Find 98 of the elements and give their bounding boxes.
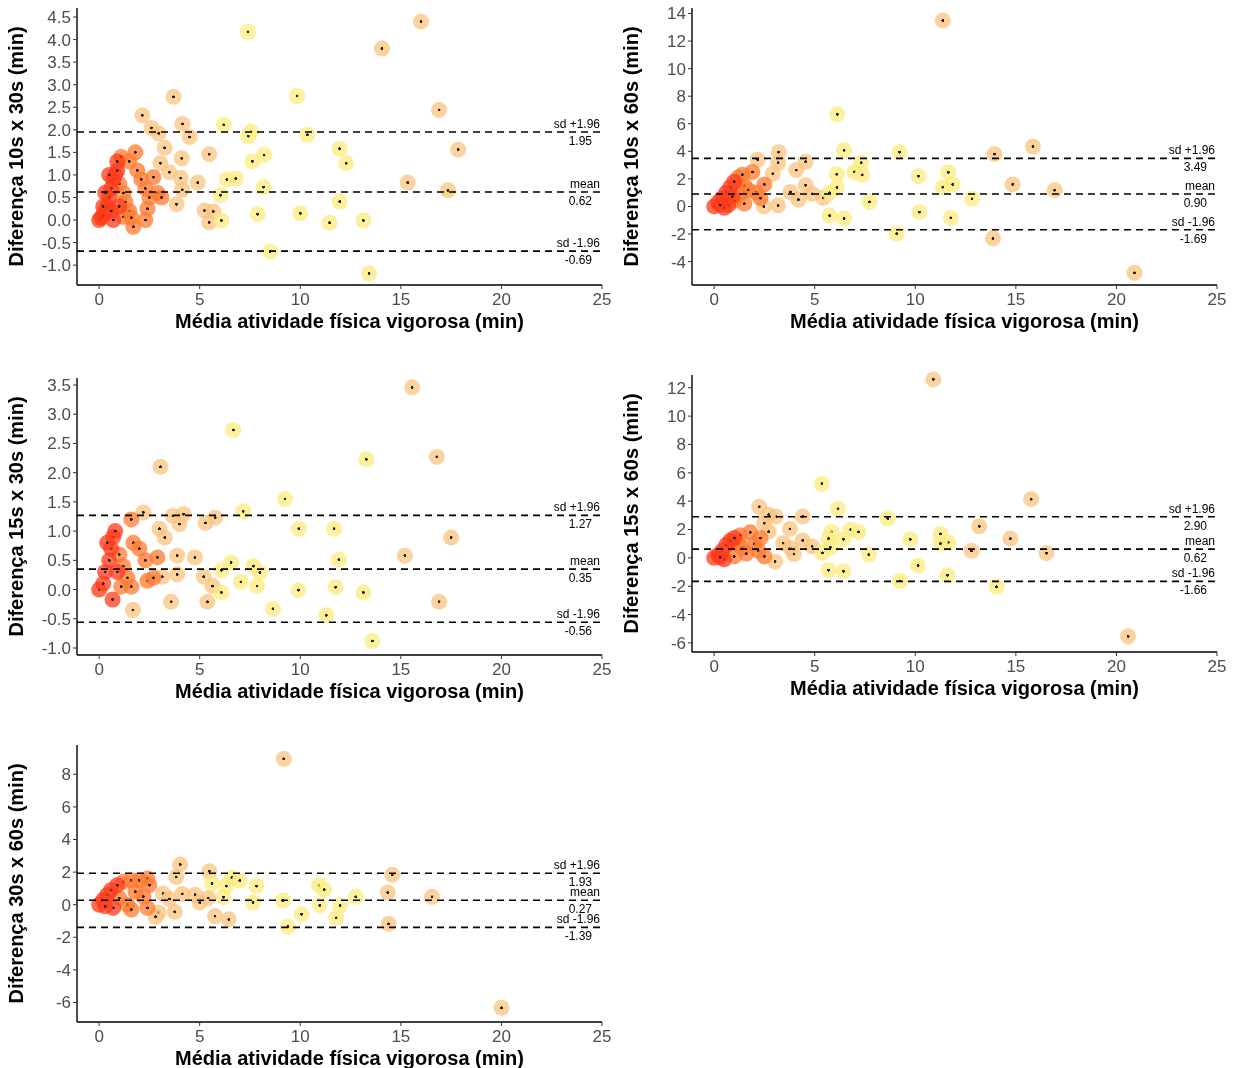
y-tick-label: 4.0 [47, 30, 71, 50]
y-tick-label: 6 [676, 114, 686, 134]
x-tick-label: 0 [94, 660, 104, 679]
y-tick-label: 8 [676, 435, 686, 455]
x-tick-label: 25 [1207, 290, 1227, 309]
x-tick-label: 20 [1106, 657, 1126, 676]
y-tick-label: -0.5 [41, 233, 71, 253]
y-tick-label: 1.5 [47, 492, 71, 512]
y-tick-label: 14 [667, 4, 686, 24]
y-tick-label: 2.0 [47, 463, 71, 483]
y-tick-label: 3.5 [47, 375, 71, 395]
x-tick-label: 20 [1106, 290, 1126, 309]
y-tick-label: 6 [676, 463, 686, 483]
x-tick-label: 5 [809, 657, 820, 676]
y-tick-label: 0.5 [47, 551, 71, 571]
x-axis-title: Média atividade física vigorosa (min) [790, 677, 1139, 699]
x-tick-label: 25 [592, 290, 612, 309]
y-tick-label: 12 [667, 32, 686, 52]
x-tick-label: 0 [709, 290, 719, 309]
y-tick-label: -4 [55, 960, 71, 980]
y-tick-label: -2 [670, 577, 686, 597]
y-tick-label: 0 [676, 548, 686, 568]
x-tick-label: 15 [391, 290, 411, 309]
x-tick-label: 10 [290, 1027, 310, 1046]
y-axis-title: Diferença 10s x 60s (min) [620, 26, 642, 267]
y-tick-label: 8 [61, 765, 71, 785]
y-tick-label: 4 [61, 830, 71, 850]
x-tick-label: 5 [194, 1027, 205, 1046]
y-tick-label: 2 [676, 169, 686, 189]
x-tick-label: 20 [491, 290, 511, 309]
x-tick-label: 5 [194, 660, 205, 679]
x-axis-title: Média atividade física vigorosa (min) [175, 310, 524, 332]
x-tick-label: 15 [1006, 290, 1026, 309]
y-tick-label: 0.5 [47, 188, 71, 208]
y-tick-label: 3.0 [47, 75, 71, 95]
y-tick-label: 4 [676, 492, 686, 512]
y-tick-label: -2 [55, 928, 71, 948]
ref-line-label: sd +1.96 1.27 [553, 500, 601, 532]
x-axis-title: Média atividade física vigorosa (min) [790, 310, 1139, 332]
x-axis-title: Média atividade física vigorosa (min) [175, 680, 524, 702]
y-tick-label: 3.5 [47, 53, 71, 73]
y-axis-title: Diferença 10s x 30s (min) [5, 26, 27, 267]
x-tick-label: 25 [592, 1027, 612, 1046]
x-tick-label: 20 [491, 1027, 511, 1046]
x-tick-label: 10 [290, 660, 310, 679]
y-tick-label: 1.0 [47, 522, 71, 542]
x-tick-label: 15 [391, 1027, 411, 1046]
ref-line-label: mean 0.35 [568, 554, 600, 586]
y-tick-label: -1.0 [41, 638, 71, 658]
y-tick-label: 1.0 [47, 165, 71, 185]
ref-line-label: sd -1.96 -1.69 [1171, 214, 1216, 246]
y-tick-label: 10 [667, 407, 686, 427]
x-tick-label: 15 [1006, 657, 1026, 676]
y-tick-label: 2 [61, 863, 71, 883]
x-tick-label: 20 [491, 660, 511, 679]
ref-line-label: sd +1.96 1.95 [553, 117, 601, 149]
x-tick-label: 0 [709, 657, 719, 676]
y-tick-label: 0 [61, 895, 71, 915]
x-tick-label: 10 [905, 290, 925, 309]
y-tick-label: -6 [55, 993, 71, 1013]
ref-line-label: sd -1.96 -0.69 [556, 236, 601, 268]
y-axis-title: Diferença 15s x 30s (min) [5, 396, 27, 637]
ref-line-label: sd -1.96 -1.66 [1171, 566, 1216, 598]
y-tick-label: 6 [61, 797, 71, 817]
y-tick-label: 1.5 [47, 143, 71, 163]
x-tick-label: 0 [94, 290, 104, 309]
y-tick-label: 2.0 [47, 120, 71, 140]
y-tick-label: -1.0 [41, 256, 71, 276]
y-tick-label: 12 [667, 378, 686, 398]
y-tick-label: -4 [670, 605, 686, 625]
y-axis-title: Diferença 15s x 60s (min) [620, 393, 642, 634]
y-tick-label: 10 [667, 59, 686, 79]
y-tick-label: 4.5 [47, 7, 71, 27]
y-tick-label: 2.5 [47, 434, 71, 454]
x-tick-label: 25 [592, 660, 612, 679]
x-tick-label: 5 [809, 290, 820, 309]
y-tick-label: 0 [676, 197, 686, 217]
x-tick-label: 10 [290, 290, 310, 309]
y-tick-label: 3.0 [47, 405, 71, 425]
y-tick-label: 2.5 [47, 98, 71, 118]
x-tick-label: 5 [194, 290, 205, 309]
x-tick-label: 10 [905, 657, 925, 676]
ref-line-label: mean 0.62 [568, 177, 600, 209]
y-tick-label: 0.0 [47, 580, 71, 600]
y-tick-label: 4 [676, 142, 686, 162]
y-tick-label: 0.0 [47, 210, 71, 230]
x-tick-label: 0 [94, 1027, 104, 1046]
x-tick-label: 25 [1207, 657, 1227, 676]
x-tick-label: 15 [391, 660, 411, 679]
y-tick-label: -0.5 [41, 609, 71, 629]
ref-line-label: sd +1.96 1.93 [553, 858, 601, 890]
ref-line-label: sd -1.96 -0.56 [556, 607, 601, 639]
y-tick-label: -4 [670, 252, 686, 272]
y-axis-title: Diferença 30s x 60s (min) [5, 763, 27, 1004]
y-tick-label: 8 [676, 87, 686, 107]
y-tick-label: -2 [670, 224, 686, 244]
y-tick-label: 2 [676, 520, 686, 540]
y-tick-label: -6 [670, 633, 686, 653]
